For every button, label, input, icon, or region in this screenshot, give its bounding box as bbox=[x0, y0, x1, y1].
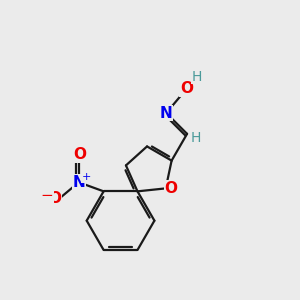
Text: O: O bbox=[180, 82, 193, 97]
Text: N: N bbox=[159, 106, 172, 121]
Text: O: O bbox=[164, 181, 178, 196]
Text: H: H bbox=[190, 131, 200, 145]
Text: O: O bbox=[74, 147, 87, 162]
Text: −: − bbox=[40, 188, 53, 203]
Text: O: O bbox=[48, 191, 61, 206]
Text: H: H bbox=[192, 70, 202, 84]
Text: N: N bbox=[72, 175, 85, 190]
Text: +: + bbox=[81, 172, 91, 182]
